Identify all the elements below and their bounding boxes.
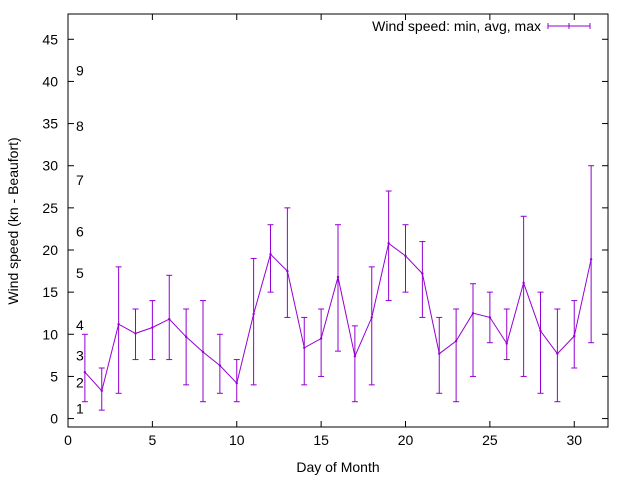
avg-point bbox=[421, 272, 424, 275]
error-bars bbox=[81, 165, 595, 411]
avg-point bbox=[454, 339, 458, 343]
avg-point bbox=[168, 317, 171, 321]
avg-point bbox=[471, 312, 475, 315]
avg-point bbox=[201, 350, 205, 354]
y-tick-label: 15 bbox=[42, 284, 58, 300]
x-tick-label: 0 bbox=[64, 432, 72, 448]
avg-point bbox=[184, 335, 188, 339]
y-tick-label: 5 bbox=[50, 368, 58, 384]
avg-point bbox=[218, 364, 222, 367]
plot-frame bbox=[67, 13, 609, 428]
avg-point bbox=[505, 342, 508, 345]
beaufort-label: 9 bbox=[76, 62, 84, 78]
avg-point bbox=[252, 312, 255, 316]
avg-point bbox=[286, 269, 289, 273]
avg-point bbox=[539, 329, 542, 333]
avg-point bbox=[235, 381, 238, 385]
avg-point bbox=[404, 254, 407, 258]
x-tick-label: 15 bbox=[313, 432, 329, 448]
beaufort-label: 4 bbox=[76, 317, 84, 333]
y-tick-label: 10 bbox=[42, 326, 58, 342]
avg-point bbox=[522, 281, 525, 285]
x-tick-label: 10 bbox=[229, 432, 245, 448]
avg-point bbox=[370, 316, 373, 319]
avg-point bbox=[353, 355, 357, 358]
x-axis: 0 5 10 15 20 25 30 bbox=[64, 14, 582, 448]
avg-point bbox=[556, 352, 559, 355]
beaufort-scale: 1 2 3 4 5 6 7 8 9 bbox=[76, 62, 84, 416]
avg-point bbox=[100, 389, 103, 392]
avg-point bbox=[336, 275, 340, 279]
beaufort-label: 3 bbox=[76, 347, 84, 363]
x-tick-label: 5 bbox=[148, 432, 156, 448]
beaufort-label: 1 bbox=[76, 400, 84, 416]
x-tick-label: 20 bbox=[398, 432, 414, 448]
beaufort-label: 2 bbox=[76, 374, 84, 390]
x-axis-label: Day of Month bbox=[296, 459, 379, 475]
avg-series bbox=[83, 242, 593, 392]
y-tick-label: 40 bbox=[42, 73, 58, 89]
y-tick-label: 45 bbox=[42, 31, 58, 47]
avg-point bbox=[488, 316, 492, 319]
beaufort-label: 7 bbox=[76, 172, 84, 188]
avg-point bbox=[387, 242, 390, 245]
legend: Wind speed: min, avg, max bbox=[372, 18, 591, 34]
y-tick-label: 20 bbox=[42, 242, 58, 258]
avg-point bbox=[83, 371, 87, 374]
avg-point bbox=[573, 334, 576, 338]
avg-point bbox=[319, 337, 323, 340]
beaufort-label: 6 bbox=[76, 223, 84, 239]
y-tick-label: 35 bbox=[42, 116, 58, 132]
y-tick-label: 0 bbox=[50, 411, 58, 427]
avg-point bbox=[134, 332, 137, 335]
avg-point bbox=[269, 253, 272, 256]
y-tick-label: 30 bbox=[42, 158, 58, 174]
beaufort-label: 5 bbox=[76, 265, 84, 281]
y-tick-label: 25 bbox=[42, 200, 58, 216]
legend-label: Wind speed: min, avg, max bbox=[372, 18, 541, 34]
avg-point bbox=[438, 352, 441, 355]
x-tick-label: 30 bbox=[566, 432, 582, 448]
x-tick-label: 25 bbox=[482, 432, 498, 448]
avg-point bbox=[303, 346, 306, 349]
avg-point bbox=[589, 258, 593, 261]
y-axis-label: Wind speed (kn - Beaufort) bbox=[5, 137, 21, 304]
avg-point bbox=[151, 326, 154, 329]
avg-point bbox=[117, 322, 120, 326]
beaufort-label: 8 bbox=[76, 118, 84, 134]
